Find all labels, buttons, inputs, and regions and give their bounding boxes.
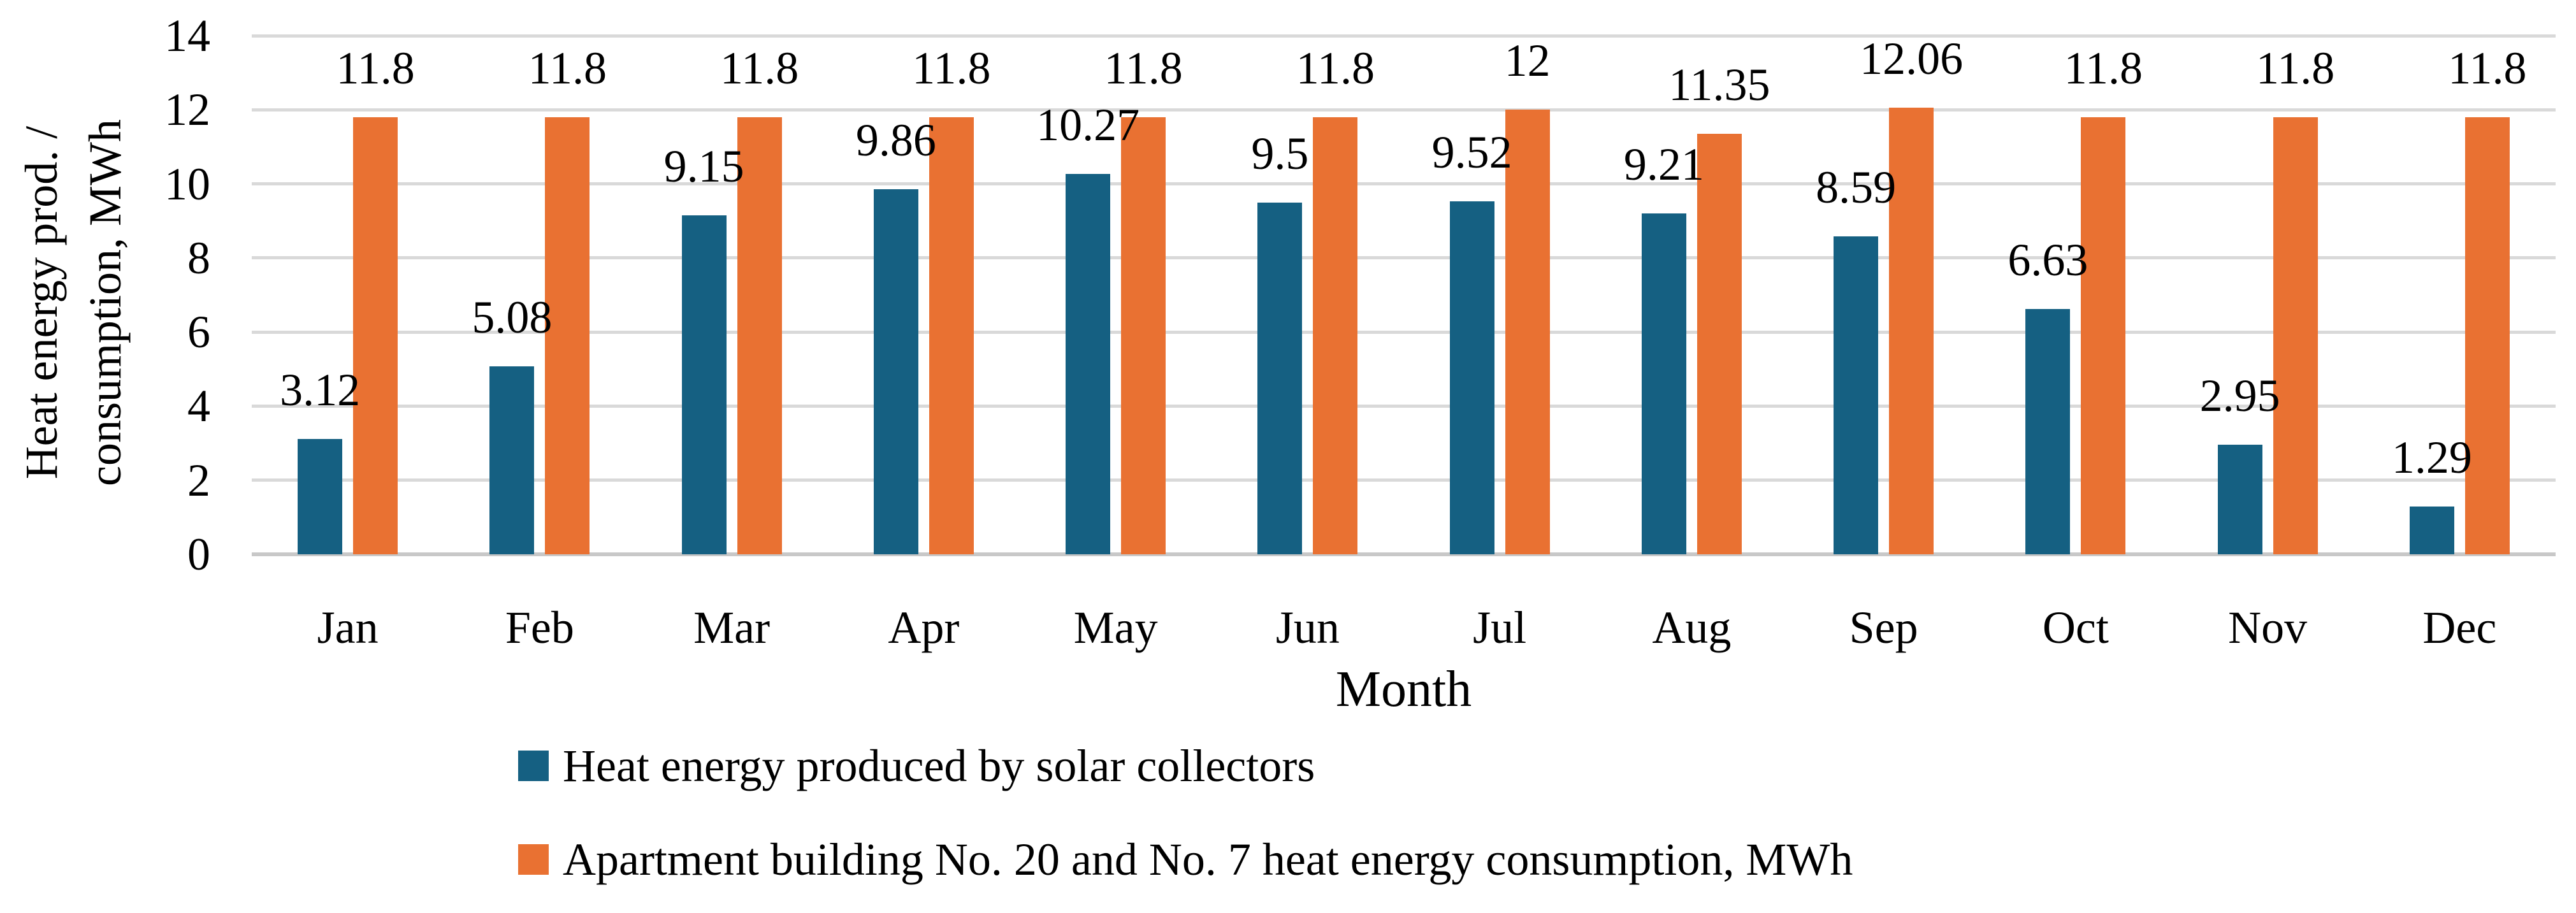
x-tick-label-dec: Dec xyxy=(2422,602,2497,653)
legend-item-consumption: Apartment building No. 20 and No. 7 heat… xyxy=(518,836,1853,883)
x-tick-label-oct: Oct xyxy=(2042,602,2109,653)
data-label-solar-mar: 9.15 xyxy=(663,141,744,192)
bar-solar-mar xyxy=(681,215,727,554)
y-axis-ticks: 0 2 4 6 8 10 12 14 xyxy=(38,12,210,578)
x-tick-label-jun: Jun xyxy=(1275,602,1340,653)
gridline xyxy=(252,478,2556,482)
data-label-solar-feb: 5.08 xyxy=(472,291,553,343)
data-label-consumption-nov: 11.8 xyxy=(2255,42,2335,94)
data-label-consumption-jul: 12 xyxy=(1504,35,1551,87)
data-label-solar-oct: 6.63 xyxy=(2008,234,2088,285)
y-tick-label: 6 xyxy=(187,306,210,358)
bar-solar-oct xyxy=(2025,308,2071,554)
legend-label-consumption: Apartment building No. 20 and No. 7 heat… xyxy=(563,834,1853,885)
gridline xyxy=(252,34,2556,38)
data-label-consumption-oct: 11.8 xyxy=(2064,42,2143,94)
y-tick-label: 8 xyxy=(187,232,210,284)
bar-consumption-dec xyxy=(2464,117,2510,554)
gridline xyxy=(252,182,2556,186)
gridline xyxy=(252,330,2556,334)
data-label-solar-sep: 8.59 xyxy=(1816,161,1897,213)
data-label-solar-jun: 9.5 xyxy=(1251,127,1309,179)
y-tick-label: 0 xyxy=(187,529,210,580)
data-label-consumption-aug: 11.35 xyxy=(1668,59,1770,111)
gridline xyxy=(252,404,2556,408)
bar-consumption-feb xyxy=(545,117,590,554)
data-label-solar-nov: 2.95 xyxy=(2199,370,2280,422)
legend-label-solar: Heat energy produced by solar collectors xyxy=(563,740,1315,791)
legend-swatch-consumption-icon xyxy=(518,844,549,875)
y-tick-label: 12 xyxy=(164,84,210,136)
data-label-solar-aug: 9.21 xyxy=(1623,138,1704,190)
bar-solar-jan xyxy=(298,438,343,554)
x-tick-label-apr: Apr xyxy=(888,602,960,653)
bar-solar-nov xyxy=(2217,445,2262,554)
y-tick-label: 14 xyxy=(164,10,210,61)
bar-consumption-jul xyxy=(1505,110,1550,554)
y-tick-label: 2 xyxy=(187,454,210,506)
x-axis-title: Month xyxy=(1335,661,1472,717)
data-label-consumption-feb: 11.8 xyxy=(528,42,607,94)
data-label-consumption-sep: 12.06 xyxy=(1860,32,1964,84)
data-label-solar-may: 10.27 xyxy=(1036,99,1140,150)
bar-consumption-aug xyxy=(1697,134,1742,554)
data-label-consumption-may: 11.8 xyxy=(1104,42,1183,94)
x-tick-label-sep: Sep xyxy=(1849,602,1918,653)
data-label-consumption-apr: 11.8 xyxy=(912,42,991,94)
gridline xyxy=(252,256,2556,260)
data-label-consumption-jun: 11.8 xyxy=(1296,42,1375,94)
data-label-solar-jan: 3.12 xyxy=(280,364,361,415)
x-tick-label-may: May xyxy=(1073,602,1158,653)
bar-consumption-nov xyxy=(2273,117,2318,554)
bar-consumption-mar xyxy=(737,117,782,554)
bar-consumption-jun xyxy=(1313,117,1358,554)
bar-solar-may xyxy=(1066,173,1111,554)
x-axis-ticks: Jan Feb Mar Apr May Jun Jul Aug Sep Oct Nov Dec xyxy=(252,602,2556,653)
x-tick-label-jul: Jul xyxy=(1473,602,1527,653)
bar-consumption-may xyxy=(1121,117,1166,554)
y-tick-label: 4 xyxy=(187,380,210,432)
x-tick-label-nov: Nov xyxy=(2228,602,2308,653)
x-axis-line xyxy=(252,552,2556,556)
legend-item-solar: Heat energy produced by solar collectors xyxy=(518,742,1315,789)
gridline xyxy=(252,108,2556,111)
bar-solar-aug xyxy=(1641,213,1686,554)
x-tick-label-mar: Mar xyxy=(693,602,771,653)
data-label-consumption-mar: 11.8 xyxy=(720,42,799,94)
plot-area: 3.12 11.8 5.08 11.8 9.15 11.8 9.86 11.8 10.27 11.… xyxy=(252,32,2556,556)
data-label-solar-jul: 9.52 xyxy=(1431,127,1512,178)
bar-consumption-oct xyxy=(2081,117,2126,554)
bar-solar-feb xyxy=(489,366,535,554)
bar-solar-dec xyxy=(2409,507,2454,554)
x-tick-label-feb: Feb xyxy=(505,602,574,653)
bar-solar-jul xyxy=(1449,201,1494,554)
data-label-consumption-jan: 11.8 xyxy=(336,42,415,94)
x-tick-label-aug: Aug xyxy=(1652,602,1732,653)
legend-swatch-solar-icon xyxy=(518,751,549,781)
x-tick-label-jan: Jan xyxy=(317,602,379,653)
data-label-consumption-dec: 11.8 xyxy=(2448,42,2527,94)
bar-solar-sep xyxy=(1834,236,1879,554)
bar-solar-jun xyxy=(1257,202,1303,554)
bar-consumption-jan xyxy=(353,117,398,554)
data-label-solar-apr: 9.86 xyxy=(855,114,936,166)
bar-consumption-apr xyxy=(929,117,974,554)
data-label-solar-dec: 1.29 xyxy=(2391,432,2472,483)
y-tick-label: 10 xyxy=(164,158,210,210)
bar-solar-apr xyxy=(873,189,918,554)
bar-consumption-sep xyxy=(1889,107,1934,554)
